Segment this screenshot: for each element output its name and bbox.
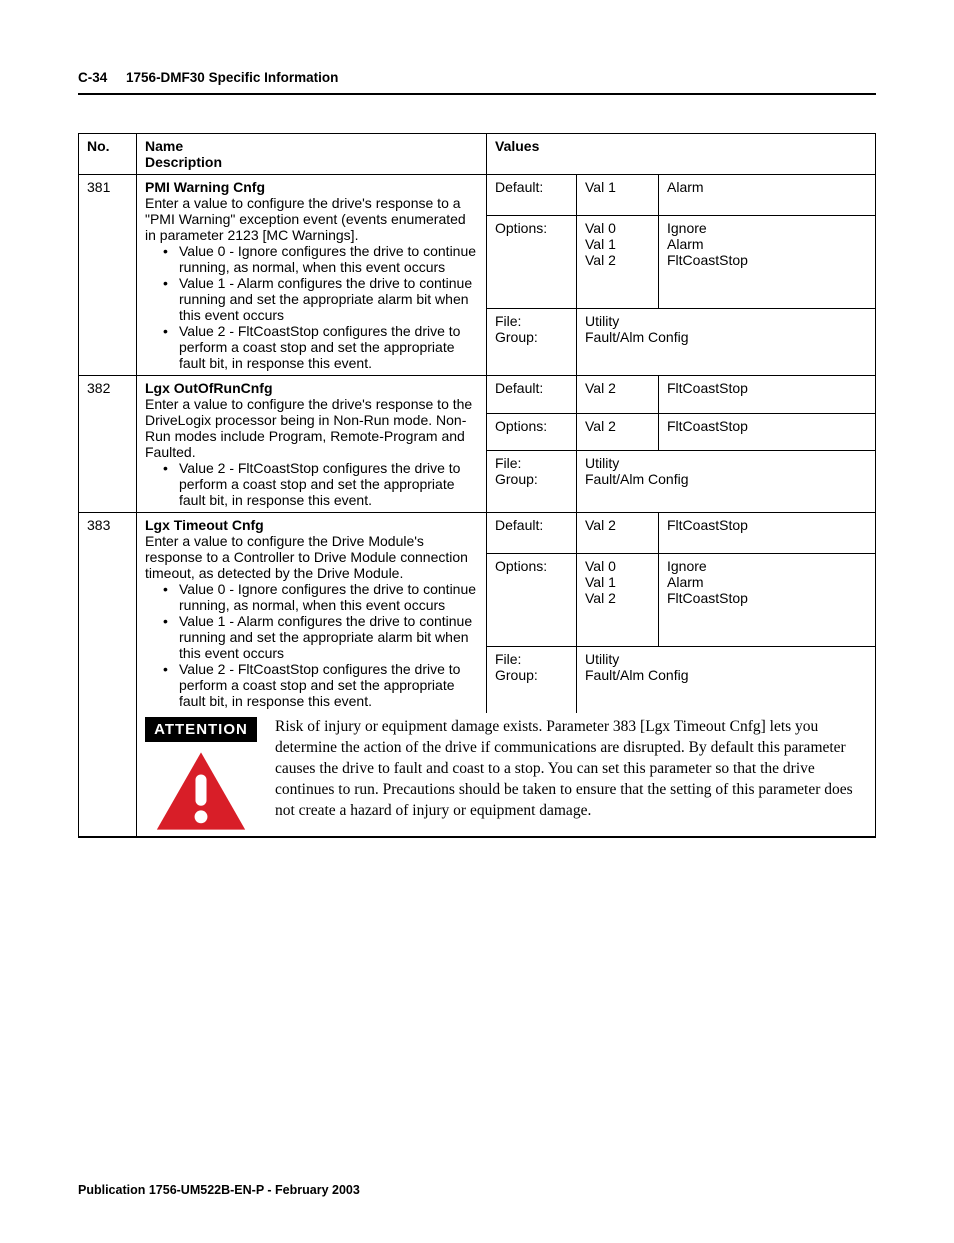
option-names: IgnoreAlarmFltCoastStop bbox=[659, 215, 876, 308]
param-desc: Enter a value to configure the drive's r… bbox=[145, 396, 472, 460]
file-group-values: UtilityFault/Alm Config bbox=[577, 308, 876, 375]
warning-icon bbox=[155, 750, 247, 832]
bullet-item: Value 2 - FltCoastStop configures the dr… bbox=[179, 661, 478, 709]
param-cell: PMI Warning CnfgEnter a value to configu… bbox=[137, 175, 487, 376]
option-names: IgnoreAlarmFltCoastStop bbox=[659, 553, 876, 646]
file-group-values: UtilityFault/Alm Config bbox=[577, 647, 876, 713]
default-name: FltCoastStop bbox=[659, 376, 876, 414]
default-name: FltCoastStop bbox=[659, 513, 876, 554]
param-name: PMI Warning Cnfg bbox=[145, 179, 265, 195]
attention-label: ATTENTION bbox=[145, 717, 257, 742]
page-title: 1756-DMF30 Specific Information bbox=[126, 70, 338, 85]
label-options: Options: bbox=[487, 413, 577, 451]
header-no: No. bbox=[79, 134, 137, 175]
option-vals: Val 0Val 1Val 2 bbox=[577, 553, 659, 646]
header-values: Values bbox=[487, 134, 876, 175]
default-val: Val 2 bbox=[577, 376, 659, 414]
header-name: Name bbox=[145, 138, 183, 154]
header-desc: Description bbox=[145, 154, 222, 170]
option-names: FltCoastStop bbox=[659, 413, 876, 451]
param-desc: Enter a value to configure the Drive Mod… bbox=[145, 533, 468, 581]
attention-block: ATTENTION Risk of injury or equipment da… bbox=[145, 717, 867, 832]
attention-text: Risk of injury or equipment damage exist… bbox=[275, 717, 867, 822]
param-no: 383 bbox=[79, 513, 137, 714]
page-number: C-34 bbox=[78, 70, 107, 85]
label-default: Default: bbox=[487, 513, 577, 554]
param-name: Lgx Timeout Cnfg bbox=[145, 517, 264, 533]
header-name-desc: Name Description bbox=[137, 134, 487, 175]
attention-left: ATTENTION bbox=[145, 717, 257, 832]
label-file-group: File:Group: bbox=[487, 308, 577, 375]
param-cell: Lgx OutOfRunCnfgEnter a value to configu… bbox=[137, 376, 487, 513]
file-group-values: UtilityFault/Alm Config bbox=[577, 451, 876, 513]
default-val: Val 1 bbox=[577, 175, 659, 216]
label-file-group: File:Group: bbox=[487, 451, 577, 513]
attention-gutter bbox=[79, 713, 137, 837]
param-name: Lgx OutOfRunCnfg bbox=[145, 380, 273, 396]
label-options: Options: bbox=[487, 553, 577, 646]
label-default: Default: bbox=[487, 376, 577, 414]
param-no: 381 bbox=[79, 175, 137, 376]
param-no: 382 bbox=[79, 376, 137, 513]
label-file-group: File:Group: bbox=[487, 647, 577, 713]
option-vals: Val 2 bbox=[577, 413, 659, 451]
option-vals: Val 0Val 1Val 2 bbox=[577, 215, 659, 308]
bullet-item: Value 1 - Alarm configures the drive to … bbox=[179, 275, 478, 323]
bullet-item: Value 0 - Ignore configures the drive to… bbox=[179, 243, 478, 275]
parameter-table: No. Name Description Values 381PMI Warni… bbox=[78, 133, 876, 838]
param-cell: Lgx Timeout CnfgEnter a value to configu… bbox=[137, 513, 487, 714]
attention-cell: ATTENTION Risk of injury or equipment da… bbox=[137, 713, 876, 837]
bullet-item: Value 1 - Alarm configures the drive to … bbox=[179, 613, 478, 661]
bullet-item: Value 2 - FltCoastStop configures the dr… bbox=[179, 460, 478, 508]
default-name: Alarm bbox=[659, 175, 876, 216]
page-header: C-34 1756-DMF30 Specific Information bbox=[78, 70, 876, 95]
param-desc: Enter a value to configure the drive's r… bbox=[145, 195, 466, 243]
footer-publication: Publication 1756-UM522B-EN-P - February … bbox=[78, 1183, 360, 1197]
label-options: Options: bbox=[487, 215, 577, 308]
bullet-item: Value 0 - Ignore configures the drive to… bbox=[179, 581, 478, 613]
default-val: Val 2 bbox=[577, 513, 659, 554]
label-default: Default: bbox=[487, 175, 577, 216]
bullet-item: Value 2 - FltCoastStop configures the dr… bbox=[179, 323, 478, 371]
